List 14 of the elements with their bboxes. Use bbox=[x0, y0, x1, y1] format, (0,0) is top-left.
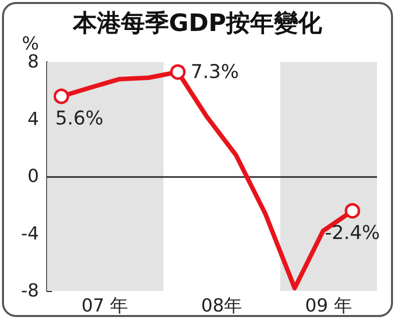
point bbox=[344, 203, 360, 219]
y-tick-label: 0 bbox=[28, 166, 39, 187]
y-tick-label: 4 bbox=[28, 108, 39, 130]
y-tick-label: -8 bbox=[21, 280, 39, 302]
x-tick-label: 07 年 bbox=[81, 296, 128, 316]
x-tick-label: 09 年 bbox=[305, 296, 352, 316]
y-tick-label: -4 bbox=[21, 223, 39, 244]
point bbox=[54, 88, 70, 104]
data-label: -2.4% bbox=[324, 222, 380, 244]
x-tick-label: 08年 bbox=[201, 296, 242, 316]
chart-title: 本港每季GDP按年變化 bbox=[72, 9, 324, 37]
point bbox=[170, 64, 186, 80]
data-label: 5.6% bbox=[55, 108, 104, 130]
data-label: 7.3% bbox=[190, 61, 239, 84]
